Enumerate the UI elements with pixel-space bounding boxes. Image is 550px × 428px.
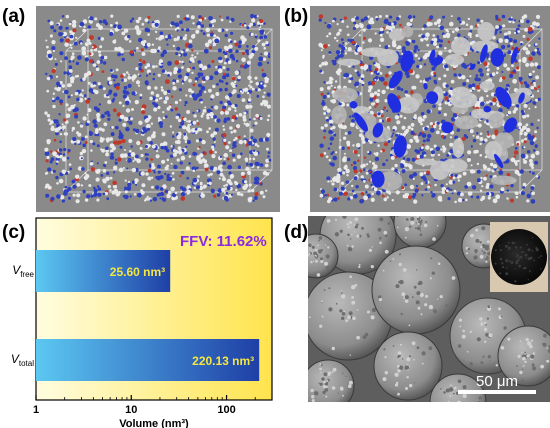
bar-chart-panel: 25.60 nm³ Vfree 220.13 nm³ Vtotal 1 10 100 FF… bbox=[0, 212, 286, 428]
scale-bar-label: 50 μm bbox=[476, 373, 518, 390]
bar-v-total bbox=[36, 339, 260, 381]
molecule-render-a bbox=[44, 13, 273, 204]
microsphere bbox=[371, 245, 461, 335]
volume-bar-chart: 25.60 nm³ Vfree 220.13 nm³ Vtotal 1 10 100 FF… bbox=[11, 217, 273, 428]
sem-image: 50 μm bbox=[308, 216, 550, 402]
free-volume-voids bbox=[331, 22, 532, 191]
microsphere bbox=[308, 359, 355, 402]
sem-micrograph: 50 μm bbox=[308, 216, 550, 402]
ffv-annotation: FFV: 11.62% bbox=[180, 233, 267, 250]
bar-v-free bbox=[36, 250, 171, 292]
category-label: Vfree bbox=[12, 263, 34, 279]
panel-label-a: (a) bbox=[2, 6, 26, 27]
panel-label-b: (b) bbox=[284, 6, 309, 27]
polymer-atoms bbox=[44, 13, 272, 204]
panel-label-c: (c) bbox=[2, 222, 26, 243]
molecular-box-b bbox=[310, 6, 550, 212]
x-axis-label: Volume (nm³) bbox=[119, 418, 189, 428]
molecular-box-a bbox=[36, 6, 280, 212]
microsphere bbox=[429, 373, 487, 402]
category-label: Vtotal bbox=[11, 352, 34, 368]
panel-label-d: (d) bbox=[284, 222, 309, 243]
bar-value-label: 220.13 nm³ bbox=[192, 354, 254, 368]
x-tick-label: 10 bbox=[125, 404, 137, 416]
polymer-atoms bbox=[318, 14, 541, 204]
x-tick-label: 100 bbox=[217, 404, 235, 416]
microsphere bbox=[308, 233, 339, 279]
bar-value-label: 25.60 nm³ bbox=[110, 265, 165, 279]
x-tick-label: 1 bbox=[33, 404, 39, 416]
molecule-render-b bbox=[318, 14, 543, 204]
